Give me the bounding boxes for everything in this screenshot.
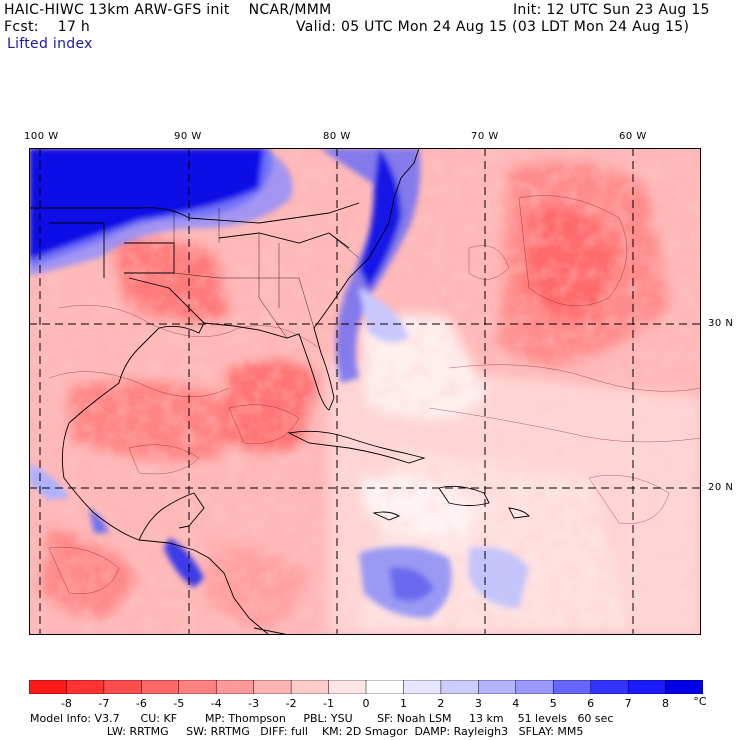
lat-label-30n: 30 N — [708, 318, 734, 329]
lon-label-100w: 100 W — [24, 131, 59, 142]
colorbar-label: -7 — [98, 697, 110, 710]
colorbar-label: -8 — [60, 697, 72, 710]
colorbar-swatch — [515, 680, 554, 694]
lon-label-80w: 80 W — [323, 131, 351, 142]
colorbar-label: 2 — [437, 697, 445, 710]
colorbar-swatch — [365, 680, 405, 694]
colorbar-label: 6 — [587, 697, 595, 710]
colorbar-swatch — [29, 680, 68, 694]
init-time: Init: 12 UTC Sun 23 Aug 15 — [513, 2, 710, 18]
colorbar-swatch — [440, 680, 480, 694]
colorbar-unit: °C — [693, 695, 707, 708]
colorbar-label: -1 — [323, 697, 335, 710]
colorbar — [29, 680, 703, 694]
colorbar-swatch — [665, 680, 703, 694]
colorbar-swatch — [178, 680, 217, 694]
valid-time: Valid: 05 UTC Mon 24 Aug 15 (03 LDT Mon … — [296, 19, 690, 35]
colorbar-swatch — [253, 680, 292, 694]
colorbar-label: 7 — [624, 697, 632, 710]
lon-label-90w: 90 W — [174, 131, 202, 142]
model-title: HAIC-HIWC 13km ARW-GFS init NCAR/MMM — [4, 2, 332, 18]
colorbar-label: -6 — [135, 697, 147, 710]
colorbar-label: 4 — [512, 697, 520, 710]
colorbar-label: -5 — [173, 697, 185, 710]
colorbar-swatch — [290, 680, 330, 694]
lat-label-20n: 20 N — [708, 482, 734, 493]
lon-label-70w: 70 W — [471, 131, 499, 142]
colorbar-label: -2 — [285, 697, 297, 710]
colorbar-label: 5 — [549, 697, 557, 710]
colorbar-swatch — [478, 680, 517, 694]
colorbar-label: 3 — [474, 697, 482, 710]
lifted-index-map — [29, 148, 701, 635]
colorbar-swatch — [215, 680, 255, 694]
lon-label-60w: 60 W — [619, 131, 647, 142]
colorbar-label: 0 — [362, 697, 370, 710]
lat-lon-grid — [29, 148, 701, 635]
field-name: Lifted index — [7, 36, 93, 52]
colorbar-swatch — [627, 680, 667, 694]
colorbar-swatch — [103, 680, 143, 694]
colorbar-swatch — [66, 680, 105, 694]
colorbar-swatch — [552, 680, 592, 694]
colorbar-label: 1 — [399, 697, 407, 710]
colorbar-label: 8 — [662, 697, 670, 710]
model-info-line2: LW: RRTMG SW: RRTMG DIFF: full KM: 2D Sm… — [30, 725, 584, 738]
colorbar-label: -3 — [248, 697, 260, 710]
forecast-hour: Fcst: 17 h — [4, 19, 91, 35]
colorbar-swatch — [590, 680, 629, 694]
coastlines — [29, 148, 530, 635]
colorbar-swatch — [328, 680, 367, 694]
model-info-line1: Model Info: V3.7 CU: KF MP: Thompson PBL… — [30, 712, 614, 725]
colorbar-label: -4 — [210, 697, 222, 710]
colorbar-swatch — [403, 680, 442, 694]
colorbar-swatch — [141, 680, 180, 694]
